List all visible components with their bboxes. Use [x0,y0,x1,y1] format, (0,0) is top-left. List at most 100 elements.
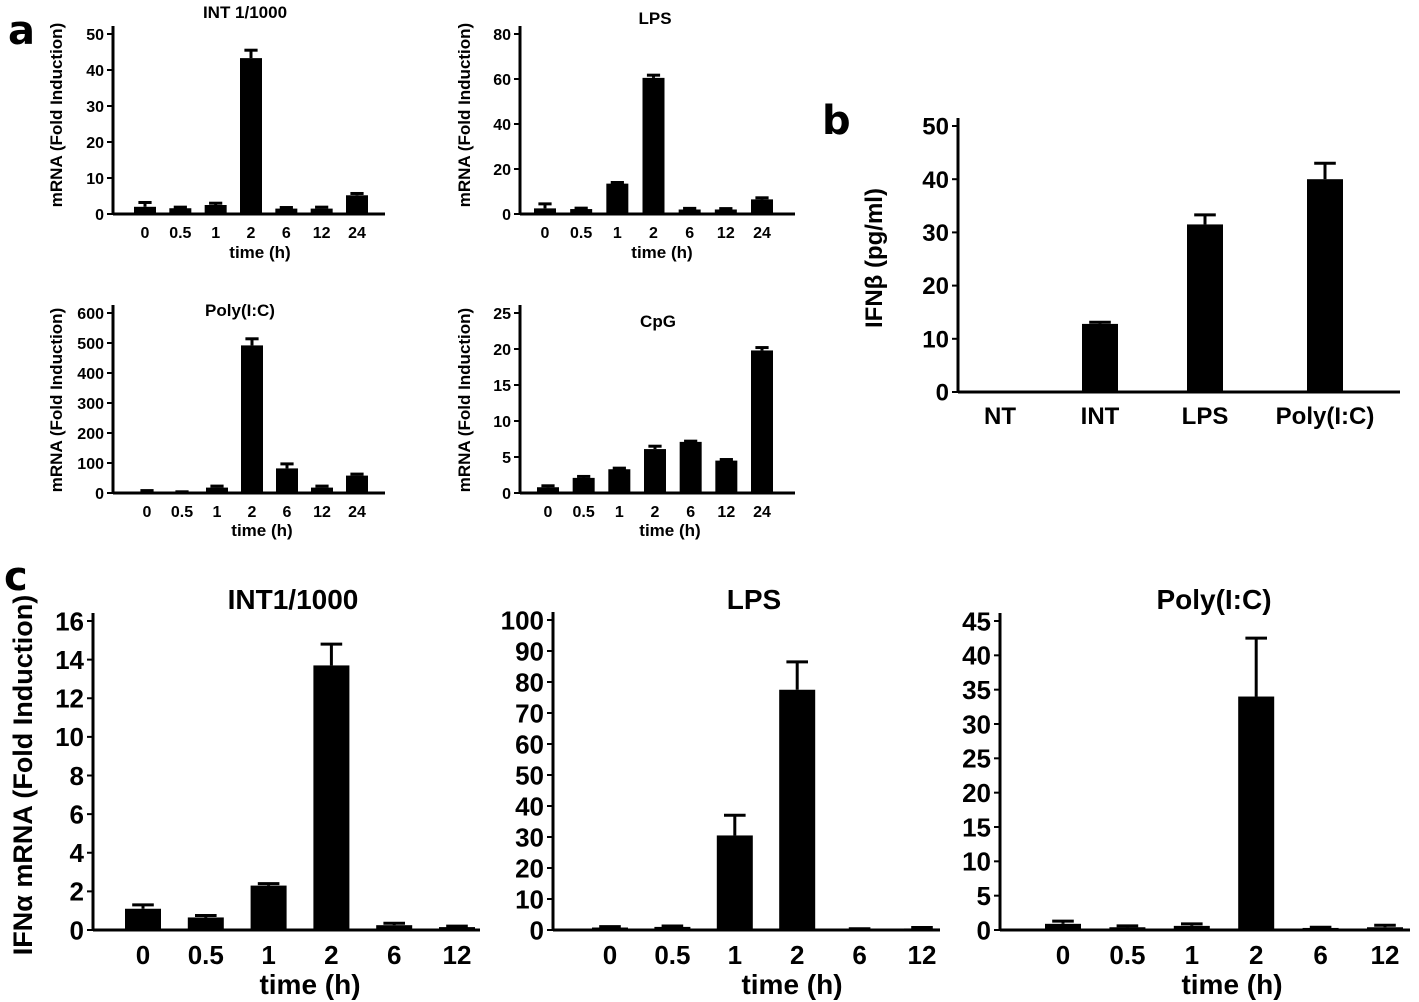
x-tick-label: 0.5 [570,225,592,242]
bar-0.5 [1109,927,1146,930]
bar-2 [313,665,350,930]
bar-12 [904,928,940,930]
bar-2 [642,77,665,214]
bar-0.5 [654,926,691,930]
bar-12 [311,487,333,493]
y-axis-label: mRNA (Fold Induction) [47,308,66,492]
x-tick-label: 0.5 [188,940,224,970]
y-axis-label: IFNβ (pg/ml) [861,188,888,328]
y-tick-label: 50 [86,27,104,44]
y-tick-label: 30 [86,99,104,116]
y-tick-label: 25 [962,744,991,774]
y-tick-label: 50 [515,760,544,790]
y-tick-label: 0 [977,915,991,945]
x-tick-label: 24 [753,225,771,242]
y-tick-label: 2 [70,877,84,907]
y-tick-label: 30 [962,709,991,739]
y-tick-label: 500 [77,336,104,353]
x-tick-label: 12 [443,940,472,970]
x-tick-label: 6 [685,225,694,242]
bar-24 [346,475,368,493]
x-axis-label: time (h) [231,521,292,540]
x-tick-label: 0 [1056,940,1070,970]
panel-label-b: b [822,98,851,144]
y-tick-label: 10 [515,884,544,914]
x-tick-label: 0.5 [654,940,690,970]
x-tick-label: 12 [313,225,331,242]
x-tick-label: 12 [908,940,937,970]
x-tick-label: 6 [387,940,401,970]
y-tick-label: 0 [530,915,544,945]
chart-title: INT1/1000 [228,584,359,615]
y-tick-label: 300 [77,396,104,413]
bar-0.5 [169,208,192,214]
y-tick-label: 8 [70,761,84,791]
chart-title: Poly(I:C) [1156,584,1271,615]
bar-6 [841,929,878,930]
bar-1 [250,885,287,930]
bar-0.5 [171,492,193,493]
x-tick-label: 6 [686,504,695,521]
y-tick-label: 30 [515,822,544,852]
bar-INT [1082,323,1118,392]
y-tick-label: 40 [493,117,511,134]
bar-24 [751,199,773,214]
bar-0 [1045,923,1081,930]
y-tick-label: 5 [502,450,511,467]
y-tick-label: 35 [962,675,991,705]
y-tick-label: 50 [922,114,949,141]
x-tick-label: 6 [283,504,292,521]
x-tick-label: 0.5 [169,225,191,242]
bar-LPS [1187,224,1223,392]
x-tick-label: 24 [348,225,366,242]
y-tick-label: 100 [501,605,544,635]
chart-title: INT 1/1000 [203,3,287,22]
bar-6 [275,208,298,214]
bar-2 [1238,696,1275,930]
x-tick-label: 0.5 [171,504,193,521]
x-tick-label: 12 [1371,940,1400,970]
bar-0 [537,487,559,493]
x-tick-label: 0.5 [1109,940,1145,970]
x-tick-label: 12 [717,504,735,521]
y-axis-label: mRNA (Fold Induction) [455,308,474,492]
bar-0.5 [187,917,224,930]
chart-b: 0 10 20 30 40 50 NT INT LPS Poly(I:C) IFNβ (pg/ml) [861,114,1400,430]
y-tick-label: 0 [70,915,84,945]
y-tick-label: 40 [86,63,104,80]
x-axis-label: time (h) [1181,969,1282,1000]
x-tick-label: 2 [649,225,658,242]
y-tick-label: 0 [502,207,511,224]
bar-0 [534,208,556,214]
bar-1 [1173,925,1210,930]
bar-0 [134,206,156,214]
y-tick-label: 14 [55,645,84,675]
bar-6 [678,209,701,214]
bar-24 [346,195,368,214]
x-tick-label: 6 [852,940,866,970]
x-tick-label: 6 [282,225,291,242]
x-tick-label: 24 [348,504,366,521]
x-axis-label: time (h) [639,521,700,540]
y-tick-label: 40 [962,641,991,671]
bar-0 [592,927,628,930]
y-tick-label: 20 [86,135,104,152]
chart-title: LPS [638,9,671,28]
y-tick-label: 45 [962,606,991,636]
y-tick-label: 80 [515,667,544,697]
x-tick-label: 12 [717,225,735,242]
bar-2 [644,449,666,493]
y-tick-label: 16 [55,606,84,636]
bar-12 [439,927,475,930]
bar-2 [241,345,263,493]
y-tick-label: 30 [922,220,949,247]
bar-6 [376,925,413,930]
y-tick-label: 20 [962,778,991,808]
panel-label-a: a [8,8,35,54]
chart-title: LPS [727,584,781,615]
